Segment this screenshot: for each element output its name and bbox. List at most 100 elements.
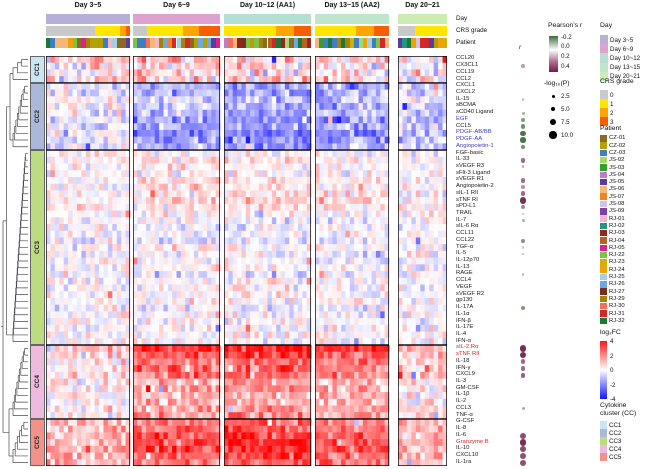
- patient-legend-swatch: [600, 281, 607, 288]
- row-label-cytokine: CCL11: [456, 230, 474, 237]
- cc-legend-label: CC3: [609, 438, 622, 445]
- cluster-band-label: CC5: [34, 435, 41, 449]
- row-label-cytokine: sPD-L1: [456, 203, 476, 210]
- cluster-band-cc4: CC4: [30, 345, 45, 419]
- patient-segment: [63, 38, 69, 48]
- patient-legend-label: JS-09: [609, 208, 625, 215]
- correlation-dot: [520, 459, 526, 466]
- patient-segment: [289, 38, 294, 48]
- row-label-cytokine: Angiopoietin-1: [456, 142, 494, 149]
- patient-segment: [146, 38, 151, 48]
- patient-segment: [154, 38, 160, 48]
- crs-legend-label: 0: [610, 91, 614, 99]
- correlation-dot: [521, 185, 525, 189]
- neglogp-dot: [550, 106, 556, 112]
- row-label-cytokine: sTNF RII: [456, 351, 480, 358]
- correlation-dot: [520, 130, 526, 136]
- patient-legend-swatch: [600, 317, 607, 324]
- log2fc-tick-label: -4: [610, 396, 616, 403]
- correlation-dot: [521, 64, 525, 68]
- patient-segment: [424, 38, 430, 48]
- column-group-header: Day 13~15 (AA2): [324, 2, 380, 9]
- patient-legend-label: CZ-02: [609, 142, 626, 149]
- patient-segment: [254, 38, 259, 48]
- patient-segment: [206, 38, 212, 48]
- row-label-cytokine: IL-17E: [456, 324, 474, 331]
- annotation-row-label: CRS grade: [456, 27, 488, 34]
- crs-grade-segment: [183, 26, 200, 36]
- row-label-cytokine: CXCL10: [456, 451, 479, 458]
- day-annotation-bar: [133, 14, 220, 24]
- cluster-band-cc1: CC1: [30, 56, 45, 83]
- day-legend-label: Day 13~15: [610, 64, 641, 72]
- row-label-cytokine: TRAIL: [456, 210, 473, 216]
- patient-legend-label: JS-02: [609, 157, 625, 164]
- patient-segment: [215, 38, 220, 48]
- patient-legend-title: Patient: [600, 125, 622, 132]
- cc-legend-title-line2: cluster (CC): [600, 410, 637, 417]
- row-label-cytokine: VEGF: [456, 283, 473, 290]
- patient-segment: [176, 38, 181, 48]
- cc-legend-label: CC1: [609, 422, 622, 429]
- patient-legend-label: RJ-25: [609, 274, 625, 280]
- patient-legend-swatch: [600, 171, 607, 178]
- row-label-cytokine: CCL4: [456, 277, 472, 284]
- crs-legend-swatch: [600, 117, 608, 126]
- pearson-tick-label: 0.2: [561, 52, 570, 60]
- patient-segment: [141, 38, 147, 48]
- patient-legend-swatch: [600, 135, 607, 142]
- log2fc-tick-label: 0: [610, 367, 614, 374]
- cc-legend-swatch: [600, 453, 607, 461]
- patient-segment: [380, 38, 385, 48]
- cc-legend-swatch: [600, 421, 607, 429]
- row-label-cytokine: IL-33: [456, 156, 470, 163]
- day-legend-label: Day 6~9: [610, 45, 634, 53]
- row-label-cytokine: IL-5: [456, 250, 467, 257]
- day-annotation-bar: [398, 14, 447, 24]
- patient-legend-swatch: [600, 215, 607, 222]
- patient-legend-label: JS-08: [609, 201, 625, 207]
- column-group-header: Day 6~9: [163, 2, 190, 9]
- day-annotation-bar: [315, 14, 389, 24]
- patient-segment: [433, 38, 439, 48]
- row-label-cytokine: CXCL2: [456, 89, 475, 96]
- patient-legend-swatch: [600, 295, 607, 303]
- crs-grade-segment: [293, 26, 311, 36]
- patient-legend-swatch: [600, 229, 607, 237]
- crs-grade-segment: [199, 26, 220, 36]
- patient-legend-swatch: [600, 259, 607, 266]
- log2fc-legend-title: log₂FC: [600, 329, 621, 336]
- correlation-dot: [521, 407, 525, 411]
- row-label-cytokine: Granzyme B: [456, 438, 489, 445]
- log2fc-tick-label: -2: [610, 381, 616, 389]
- row-label-cytokine: CCL5: [456, 122, 472, 129]
- row-label-cytokine: sIL-6 Rα: [456, 223, 479, 230]
- correlation-dot: [519, 446, 527, 453]
- correlation-dot: [521, 306, 525, 310]
- cluster-band-label: CC1: [34, 62, 41, 76]
- patient-segment: [76, 38, 82, 48]
- patient-segment: [315, 38, 320, 48]
- crs-grade-segment: [398, 26, 416, 36]
- neglogp-tick-label: 7.5: [561, 118, 570, 126]
- patient-segment: [345, 38, 350, 48]
- patient-segment: [50, 38, 55, 48]
- patient-legend-swatch: [600, 288, 607, 295]
- row-label-cytokine: CCL2: [456, 75, 472, 82]
- crs-legend-label: 2: [610, 109, 614, 117]
- crs-grade-segment: [125, 26, 130, 36]
- cluster-band-cc3: CC3: [30, 150, 45, 345]
- patient-legend-swatch: [600, 302, 607, 310]
- row-label-cytokine: IL-7: [456, 216, 467, 223]
- row-label-cytokine: EGF: [456, 115, 469, 122]
- row-label-cytokine: CCL19: [456, 68, 475, 75]
- patient-segment: [293, 38, 298, 48]
- day-legend-label: Day 3~5: [610, 36, 634, 44]
- correlation-dot: [520, 144, 526, 149]
- patient-segment: [211, 38, 216, 48]
- column-group-header: Day 20~21: [405, 2, 440, 9]
- patient-legend-label: RJ-23: [609, 259, 625, 266]
- row-label-cytokine: Angiopoietin-2: [456, 183, 494, 190]
- crs-grade-segment: [276, 26, 294, 36]
